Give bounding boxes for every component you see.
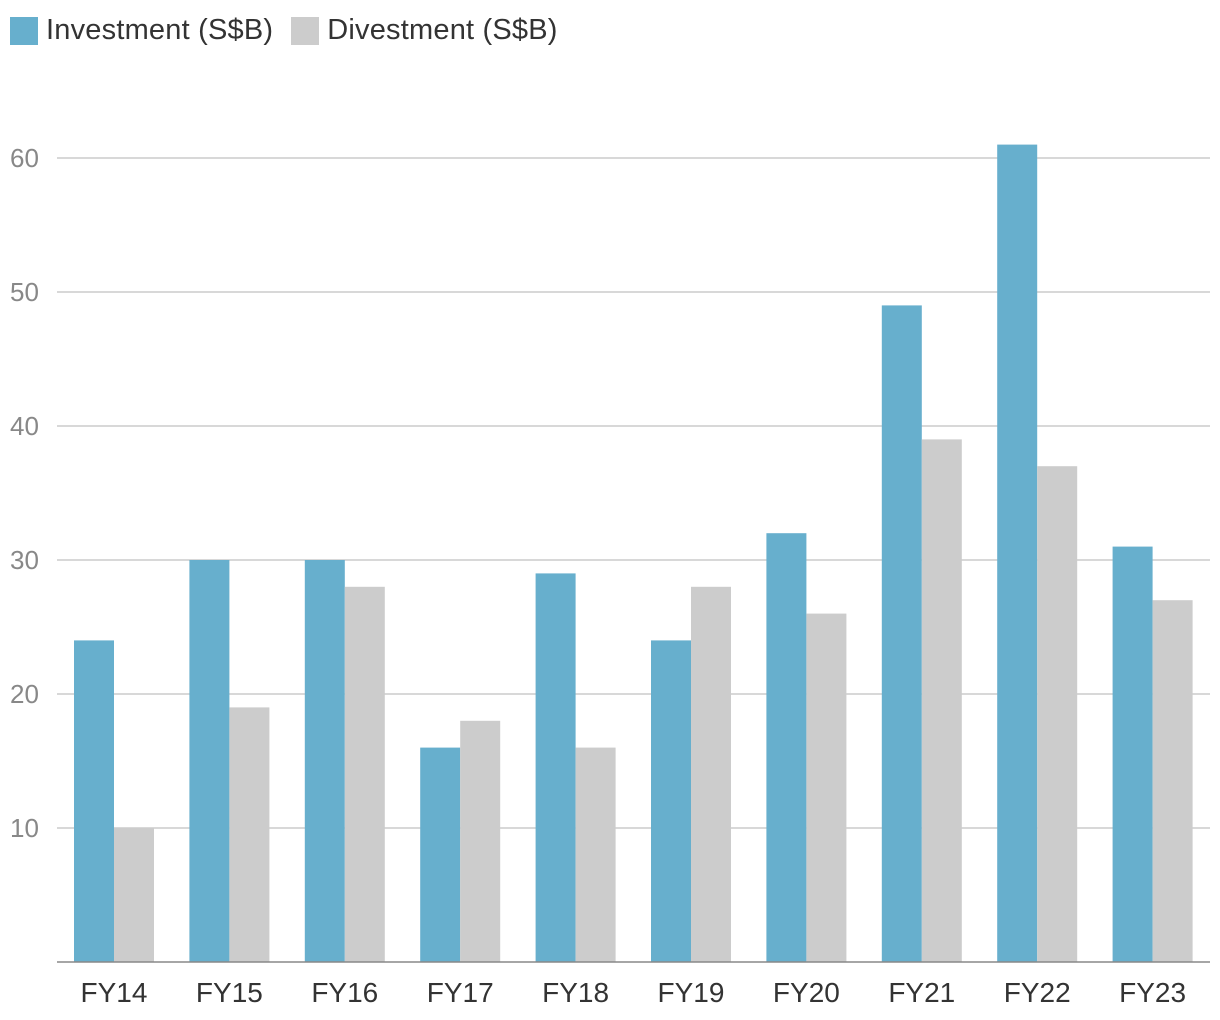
bar-investment-fy19 <box>651 640 691 962</box>
y-tick-label-10: 10 <box>10 813 39 843</box>
y-tick-label-20: 20 <box>10 679 39 709</box>
x-tick-label-fy14: FY14 <box>81 977 148 1008</box>
x-tick-label-fy16: FY16 <box>311 977 378 1008</box>
bar-divestment-fy23 <box>1152 600 1193 962</box>
legend-label-investment: Investment (S$B) <box>46 14 274 46</box>
legend-swatch-divestment <box>291 16 320 45</box>
y-tick-label-60: 60 <box>10 143 39 173</box>
y-tick-label-30: 30 <box>10 545 39 575</box>
bar-investment-fy16 <box>304 560 345 962</box>
bar-investment-fy14 <box>74 640 114 962</box>
x-tick-label-fy23: FY23 <box>1119 977 1186 1008</box>
x-tick-label-fy21: FY21 <box>888 977 955 1008</box>
bar-divestment-fy22 <box>1037 466 1078 962</box>
legend: Investment (S$B) Divestment (S$B) <box>10 14 576 47</box>
bar-divestment-fy20 <box>806 613 847 962</box>
legend-item-divestment: Divestment (S$B) <box>291 14 557 47</box>
bar-divestment-fy16 <box>344 586 385 962</box>
bar-investment-fy18 <box>535 573 576 962</box>
legend-item-investment: Investment (S$B) <box>10 14 273 47</box>
bar-divestment-fy14 <box>114 828 154 962</box>
bar-investment-fy23 <box>1112 546 1153 962</box>
bar-divestment-fy15 <box>229 707 270 962</box>
legend-swatch-investment <box>10 16 38 45</box>
y-tick-label-40: 40 <box>10 411 39 441</box>
x-tick-label-fy15: FY15 <box>196 977 263 1008</box>
legend-label-divestment: Divestment (S$B) <box>327 14 558 46</box>
bar-divestment-fy21 <box>921 439 962 962</box>
x-tick-label-fy19: FY19 <box>658 977 725 1008</box>
bar-divestment-fy18 <box>575 747 616 962</box>
x-tick-label-fy22: FY22 <box>1004 977 1071 1008</box>
bar-divestment-fy17 <box>460 720 501 962</box>
bar-investment-fy17 <box>420 747 461 962</box>
bar-investment-fy22 <box>997 144 1038 963</box>
x-tick-label-fy18: FY18 <box>542 977 609 1008</box>
bar-investment-fy15 <box>189 560 230 962</box>
x-tick-label-fy17: FY17 <box>427 977 494 1008</box>
bar-divestment-fy19 <box>691 586 731 962</box>
bar-investment-fy21 <box>881 305 922 962</box>
bar-investment-fy20 <box>766 533 807 962</box>
x-tick-label-fy20: FY20 <box>773 977 840 1008</box>
y-tick-label-50: 50 <box>10 277 39 307</box>
